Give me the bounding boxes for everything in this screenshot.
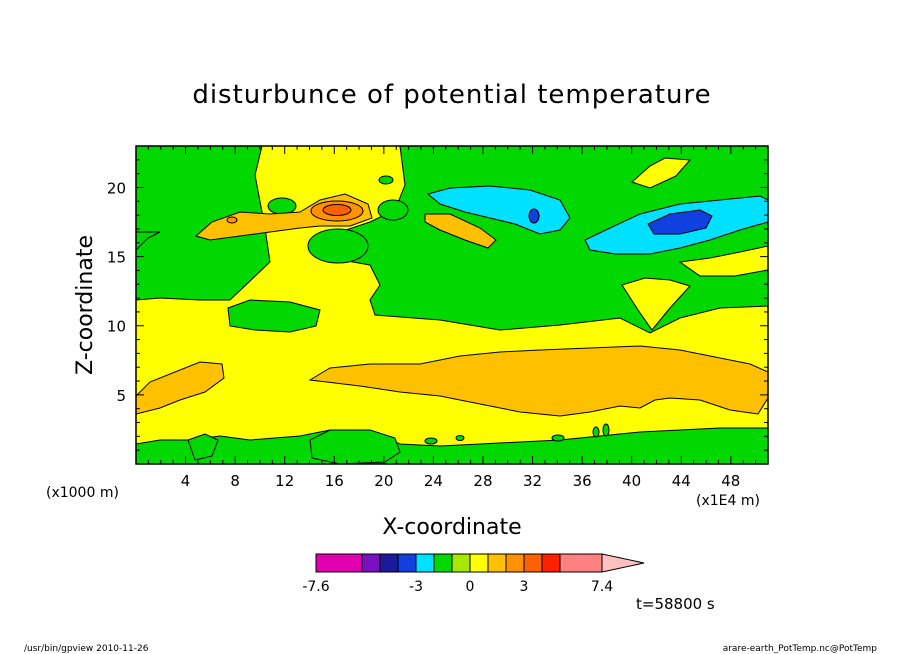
colorbar-swatch xyxy=(487,553,507,573)
region-background xyxy=(377,199,409,221)
colorbar-swatch xyxy=(523,553,543,573)
x-tick-label: 4 xyxy=(181,472,191,490)
x-tick-label: 12 xyxy=(275,472,294,490)
colorbar-swatch xyxy=(541,553,561,573)
colorbar-swatch xyxy=(505,553,525,573)
colorbar-tick-label: -3 xyxy=(409,579,423,595)
region-background xyxy=(187,433,219,461)
colorbar-swatch xyxy=(559,553,603,573)
region-lower-warm-layer xyxy=(678,245,768,277)
region-background xyxy=(378,175,394,185)
region-lower-warm-layer xyxy=(621,277,691,331)
footer-right: arare-earth_PotTemp.nc@PotTemp xyxy=(723,644,878,654)
colorbar-tick-label: 0 xyxy=(466,579,475,595)
x-tick-label: 44 xyxy=(672,472,691,490)
x-tick-label: 40 xyxy=(622,472,641,490)
y-tick-label: 10 xyxy=(107,318,126,336)
y-tick-label: 5 xyxy=(116,387,126,405)
region-background xyxy=(267,197,297,215)
region-background xyxy=(602,423,610,437)
region-background xyxy=(455,435,465,441)
y-tick-label: 15 xyxy=(107,249,126,267)
x-tick-label: 48 xyxy=(721,472,740,490)
colorbar-swatch xyxy=(379,553,399,573)
colorbar-labels: -7.6 -3 0 3 7.4 xyxy=(302,579,613,595)
region-cold-core xyxy=(528,208,540,224)
x-tick-label: 16 xyxy=(325,472,344,490)
colorbar-tick-label: 3 xyxy=(520,579,529,595)
colorbar-swatch xyxy=(469,553,489,573)
region-background xyxy=(136,231,161,251)
colorbar-swatch xyxy=(433,553,453,573)
x-tick-label: 8 xyxy=(230,472,240,490)
contour-field xyxy=(136,146,768,464)
region-mid-warm-band xyxy=(136,361,225,415)
x-tick-label: 20 xyxy=(374,472,393,490)
colorbar-swatch xyxy=(451,553,471,573)
colorbar-swatch xyxy=(397,553,417,573)
region-mid-warm-band xyxy=(308,345,768,417)
colorbar-tick-label: 7.4 xyxy=(591,579,613,595)
x-tick-label: 24 xyxy=(424,472,443,490)
plot-frame xyxy=(135,145,769,465)
footer-left: /usr/bin/gpview 2010-11-26 xyxy=(24,644,149,654)
time-label: t=58800 s xyxy=(636,595,715,613)
region-background xyxy=(424,437,438,445)
x-axis-label: X-coordinate xyxy=(382,515,521,540)
region-background xyxy=(307,228,369,264)
colorbar-swatch xyxy=(361,553,381,573)
region-mid-warm-band xyxy=(424,213,497,249)
region-warm-core xyxy=(322,204,352,216)
colorbar-tick-label: -7.6 xyxy=(302,579,329,595)
colorbar xyxy=(315,553,645,573)
y-tick-label: 20 xyxy=(107,179,126,197)
region-background xyxy=(309,429,401,464)
region-cold-core xyxy=(647,209,713,235)
region-background xyxy=(227,299,321,333)
colorbar-arrow xyxy=(601,553,645,573)
y-unit-label: (x1000 m) xyxy=(46,485,119,501)
x-tick-label: 28 xyxy=(473,472,492,490)
colorbar-swatch xyxy=(415,553,435,573)
region-lower-warm-layer xyxy=(631,157,692,189)
region-background xyxy=(551,434,565,442)
x-tick-label: 32 xyxy=(523,472,542,490)
x-unit-label: (x1E4 m) xyxy=(696,493,760,509)
y-axis-label: Z-coordinate xyxy=(73,235,98,375)
x-tick-label: 36 xyxy=(573,472,592,490)
region-background xyxy=(592,426,600,438)
chart-title: disturbunce of potential temperature xyxy=(192,80,711,110)
region-warm-core xyxy=(226,216,238,224)
colorbar-swatch xyxy=(315,553,363,573)
